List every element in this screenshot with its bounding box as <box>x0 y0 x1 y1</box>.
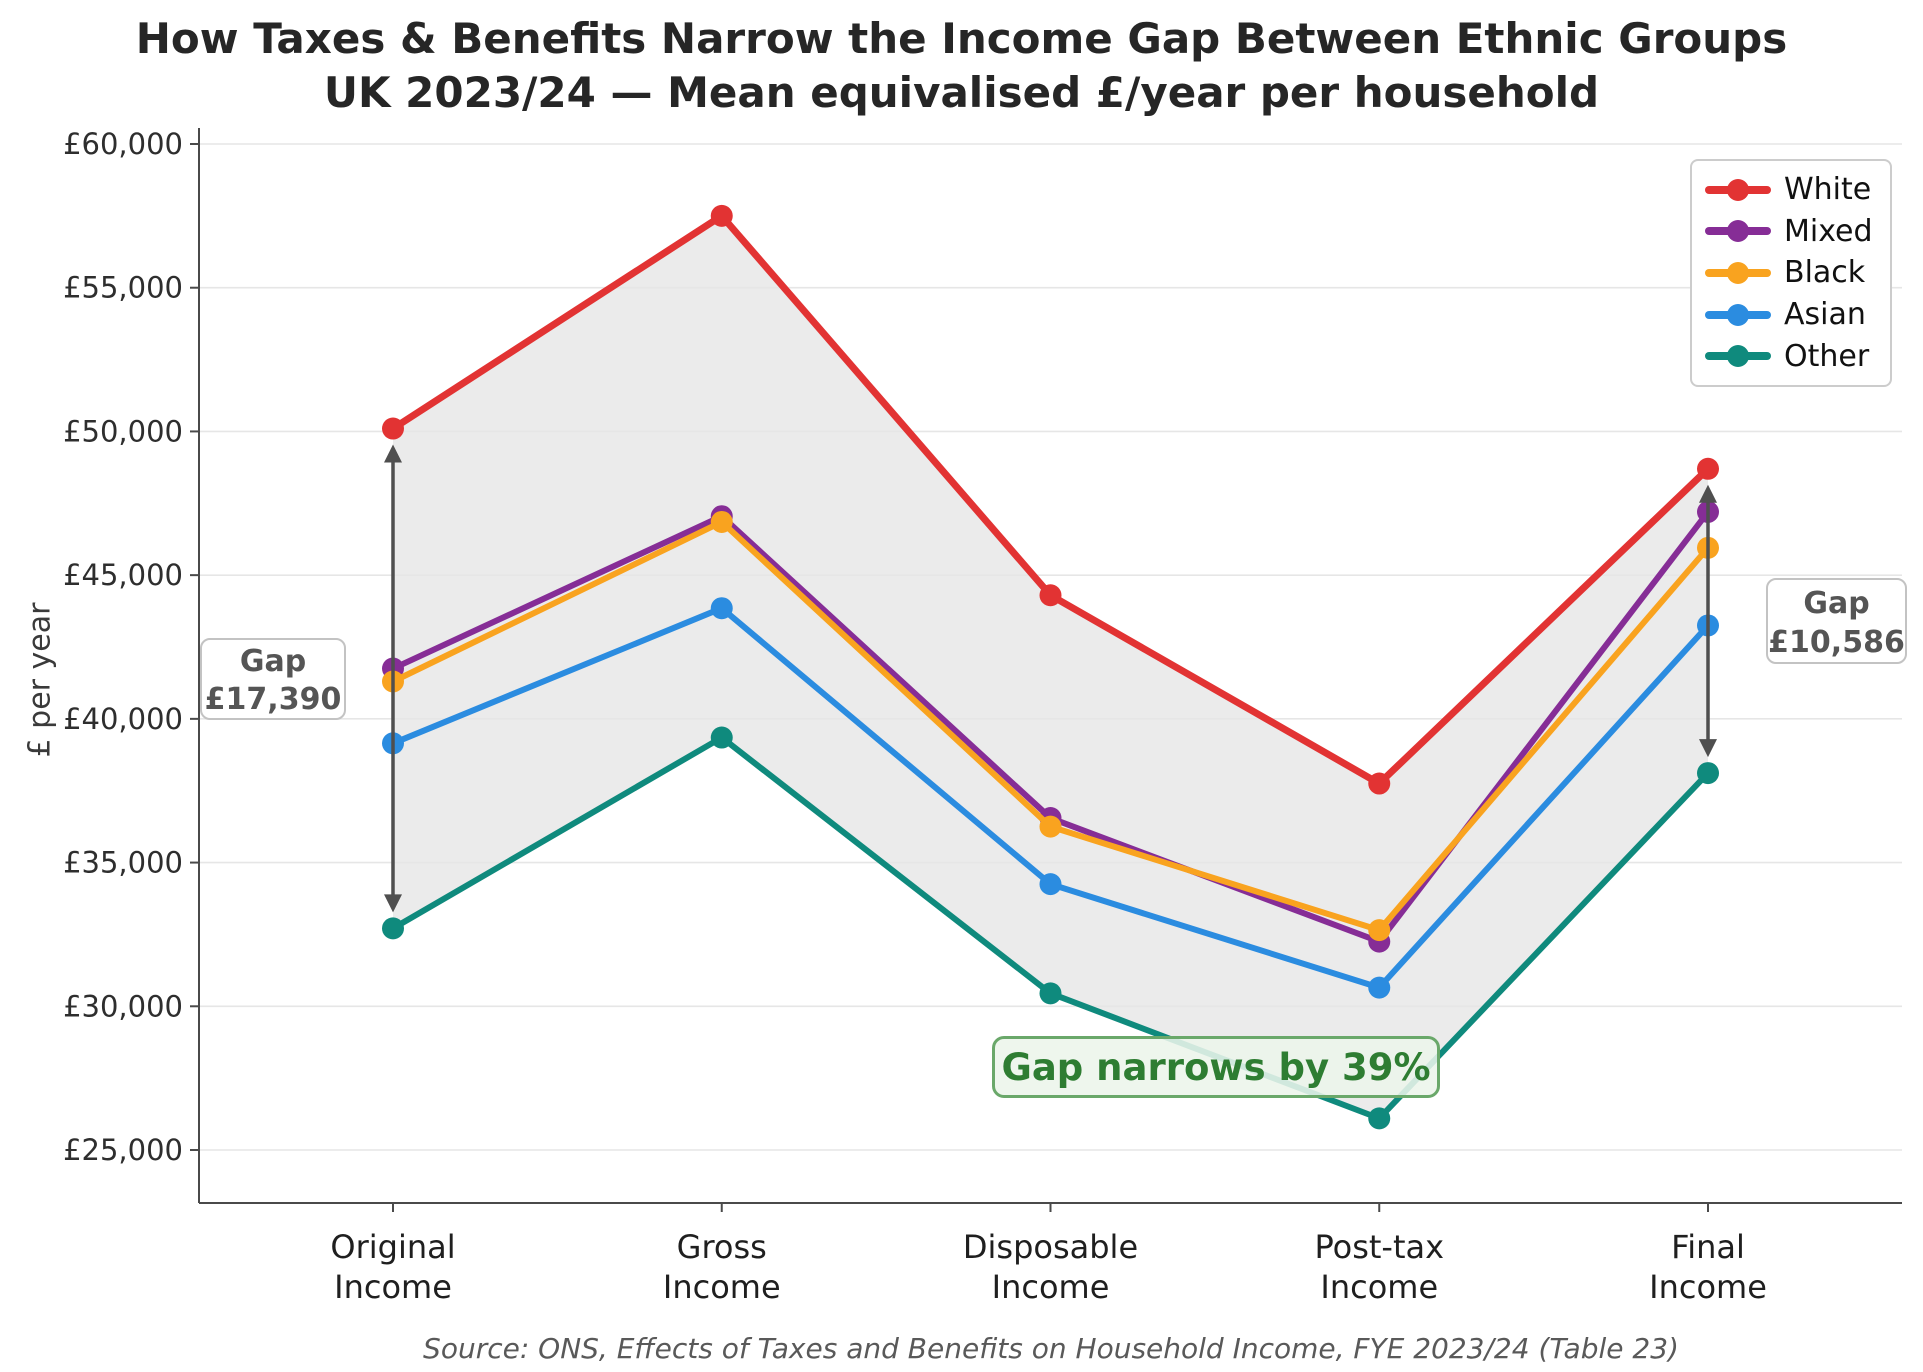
y-axis-label: £ per year <box>22 602 58 758</box>
data-point-white <box>382 417 404 440</box>
legend: White Mixed Black Asian Other <box>1690 159 1892 387</box>
data-point-black <box>710 510 733 533</box>
data-point-asian <box>710 597 733 620</box>
gap-annotation-left: Gap £17,390 <box>200 638 346 720</box>
y-tick-label: £50,000 <box>63 414 183 448</box>
gap-annotation-right: Gap £10,586 <box>1766 578 1907 664</box>
y-tick-label: £45,000 <box>63 558 183 592</box>
data-point-asian <box>1368 976 1391 999</box>
legend-dot-white <box>1727 178 1749 201</box>
legend-marker-asian <box>1705 303 1771 326</box>
x-tick-label: Original Income <box>330 1228 455 1306</box>
legend-item-asian: Asian <box>1692 297 1890 332</box>
y-tick-label: £30,000 <box>63 989 183 1023</box>
y-tick-label: £40,000 <box>63 702 183 736</box>
data-point-black <box>1039 815 1062 838</box>
legend-dot-mixed <box>1727 220 1749 243</box>
legend-marker-black <box>1705 261 1771 284</box>
legend-dot-other <box>1727 345 1749 368</box>
x-tick-label: Post-tax Income <box>1314 1228 1444 1306</box>
chart-title-line1: How Taxes & Benefits Narrow the Income G… <box>135 14 1788 63</box>
source-note: Source: ONS, Effects of Taxes and Benefi… <box>423 1332 1679 1365</box>
chart-title-line2: UK 2023/24 — Mean equivalised £/year per… <box>323 68 1600 117</box>
gap-arrowhead-up <box>384 444 402 463</box>
legend-marker-mixed <box>1705 220 1771 243</box>
gap-narrows-annotation: Gap narrows by 39% <box>992 1036 1440 1098</box>
legend-item-white: White <box>1692 172 1890 207</box>
legend-dot-asian <box>1727 303 1749 326</box>
data-point-black <box>1368 919 1391 942</box>
gap-annotation-right-title: Gap <box>1803 586 1870 621</box>
data-point-white <box>1368 772 1391 795</box>
data-point-other <box>1368 1107 1391 1130</box>
x-tick-label: Final Income <box>1649 1228 1767 1306</box>
y-tick-label: £35,000 <box>63 846 183 880</box>
data-point-other <box>382 917 404 940</box>
legend-label-black: Black <box>1784 255 1866 291</box>
legend-dot-black <box>1727 261 1749 284</box>
data-point-white <box>1039 584 1062 607</box>
x-tick-label: Disposable Income <box>963 1228 1138 1306</box>
data-point-other <box>710 726 733 749</box>
legend-item-mixed: Mixed <box>1692 214 1890 249</box>
data-point-other <box>1697 762 1719 785</box>
legend-item-black: Black <box>1692 255 1890 290</box>
y-tick-label: £25,000 <box>63 1133 183 1167</box>
gap-arrowhead-down <box>384 894 402 913</box>
legend-label-asian: Asian <box>1784 297 1866 333</box>
legend-marker-other <box>1705 345 1771 368</box>
gap-annotation-left-title: Gap <box>239 644 307 679</box>
y-tick-label: £60,000 <box>63 127 183 161</box>
gap-narrows-text: Gap narrows by 39% <box>1001 1045 1431 1089</box>
gap-annotation-right-value: £10,586 <box>1768 625 1905 660</box>
data-point-asian <box>1039 873 1062 896</box>
gap-arrowhead-up <box>1699 484 1717 503</box>
x-tick-label: Gross Income <box>663 1228 781 1306</box>
data-point-white <box>710 204 733 227</box>
y-tick-label: £55,000 <box>63 271 183 305</box>
legend-item-other: Other <box>1692 339 1890 374</box>
income-gap-band <box>393 215 1708 1119</box>
data-point-white <box>1697 457 1719 480</box>
data-point-other <box>1039 982 1062 1005</box>
legend-label-white: White <box>1784 172 1872 208</box>
gap-arrowhead-down <box>1699 739 1717 758</box>
legend-label-other: Other <box>1784 338 1870 374</box>
legend-label-mixed: Mixed <box>1784 213 1873 249</box>
gap-annotation-left-value: £17,390 <box>204 682 342 717</box>
legend-marker-white <box>1705 178 1771 201</box>
